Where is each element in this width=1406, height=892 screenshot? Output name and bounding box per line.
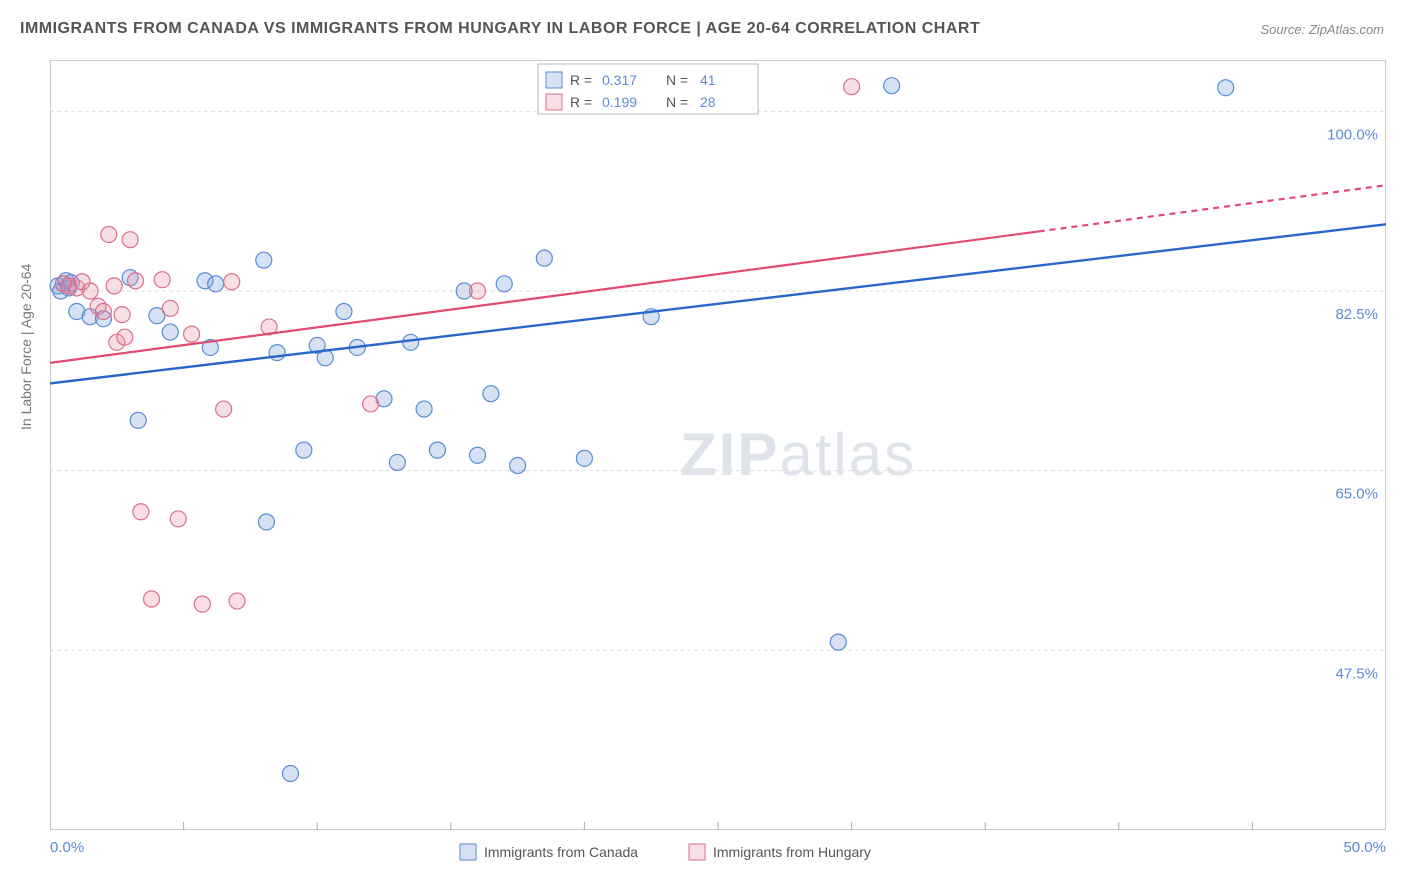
data-point: [229, 593, 245, 609]
data-point: [483, 386, 499, 402]
data-point: [576, 450, 592, 466]
data-point: [106, 278, 122, 294]
data-point: [496, 276, 512, 292]
data-point: [884, 78, 900, 94]
svg-text:R =: R =: [570, 72, 592, 88]
scatter-plot: 47.5%65.0%82.5%100.0%0.0%50.0%R =0.317N …: [50, 60, 1386, 830]
data-point: [82, 283, 98, 299]
data-point: [224, 274, 240, 290]
data-point: [133, 504, 149, 520]
chart-title: IMMIGRANTS FROM CANADA VS IMMIGRANTS FRO…: [20, 20, 980, 38]
data-point: [130, 412, 146, 428]
source-attribution: Source: ZipAtlas.com: [1260, 22, 1384, 37]
svg-text:41: 41: [700, 72, 716, 88]
data-point: [470, 283, 486, 299]
y-tick-label: 47.5%: [1335, 665, 1378, 682]
data-point: [162, 324, 178, 340]
x-tick-label: 50.0%: [1343, 839, 1386, 856]
data-point: [194, 596, 210, 612]
data-point: [216, 401, 232, 417]
data-point: [114, 307, 130, 323]
data-point: [162, 300, 178, 316]
data-point: [403, 334, 419, 350]
data-point: [144, 591, 160, 607]
data-point: [536, 250, 552, 266]
data-point: [117, 329, 133, 345]
data-point: [1218, 80, 1234, 96]
data-point: [154, 272, 170, 288]
data-point: [170, 511, 186, 527]
data-point: [256, 252, 272, 268]
data-point: [844, 79, 860, 95]
y-tick-label: 82.5%: [1335, 306, 1378, 323]
data-point: [208, 276, 224, 292]
data-point: [296, 442, 312, 458]
data-point: [830, 634, 846, 650]
trend-line: [50, 224, 1386, 383]
y-tick-label: 65.0%: [1335, 486, 1378, 503]
data-point: [336, 304, 352, 320]
data-point: [184, 326, 200, 342]
trend-line-dashed: [1039, 185, 1386, 231]
correlation-legend: R = 0.317 N = 41 R = 0.199 N = 28: [538, 64, 758, 114]
data-point: [510, 458, 526, 474]
data-point: [282, 766, 298, 782]
x-tick-label: 0.0%: [50, 839, 84, 856]
data-point: [101, 227, 117, 243]
svg-text:Immigrants from Canada: Immigrants from Canada: [484, 844, 638, 860]
series-legend: Immigrants from Canada Immigrants from Hu…: [460, 844, 871, 860]
y-tick-label: 100.0%: [1327, 126, 1378, 143]
data-point: [363, 396, 379, 412]
data-point: [416, 401, 432, 417]
data-point: [389, 454, 405, 470]
svg-text:N =: N =: [666, 72, 688, 88]
data-point: [258, 514, 274, 530]
svg-text:0.317: 0.317: [602, 72, 637, 88]
svg-text:28: 28: [700, 94, 716, 110]
svg-text:R =: R =: [570, 94, 592, 110]
data-point: [128, 273, 144, 289]
data-point: [429, 442, 445, 458]
data-point: [470, 447, 486, 463]
data-point: [122, 232, 138, 248]
y-axis-label: In Labor Force | Age 20-64: [18, 264, 34, 430]
svg-text:N =: N =: [666, 94, 688, 110]
data-point: [95, 304, 111, 320]
svg-text:0.199: 0.199: [602, 94, 637, 110]
svg-text:Immigrants from Hungary: Immigrants from Hungary: [713, 844, 871, 860]
